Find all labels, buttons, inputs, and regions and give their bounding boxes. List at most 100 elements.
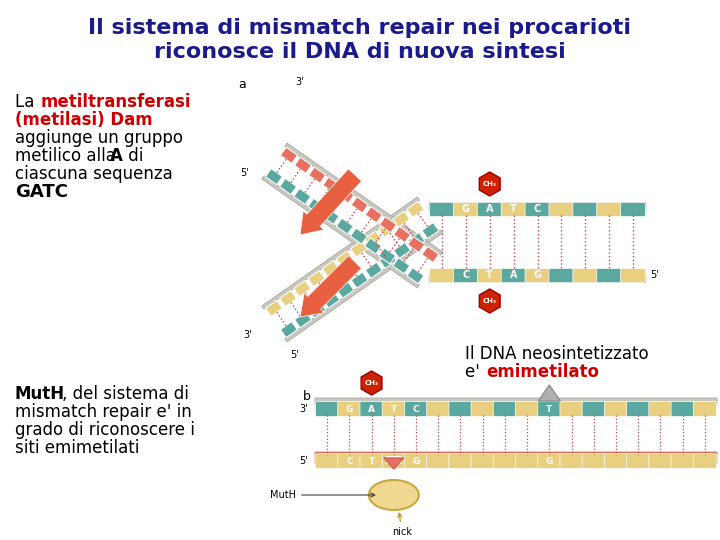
FancyBboxPatch shape [549,268,574,282]
FancyBboxPatch shape [560,454,583,469]
Text: G: G [546,456,553,465]
Text: GATC: GATC [15,183,68,201]
Text: A: A [510,271,518,280]
Polygon shape [364,238,382,254]
Polygon shape [279,179,297,194]
Text: nick: nick [392,514,412,537]
FancyBboxPatch shape [360,454,383,469]
Text: b: b [303,390,311,403]
FancyBboxPatch shape [573,268,598,282]
Text: T: T [510,205,517,214]
Polygon shape [407,201,424,218]
Text: Il sistema di mismatch repair nei procarioti: Il sistema di mismatch repair nei procar… [89,18,631,38]
Text: CH₃: CH₃ [482,181,497,187]
Polygon shape [364,231,382,247]
Text: CH₃: CH₃ [482,298,497,304]
FancyArrow shape [300,169,361,235]
Text: A: A [368,404,375,414]
Polygon shape [294,188,311,205]
FancyBboxPatch shape [671,454,694,469]
Polygon shape [266,168,282,185]
FancyBboxPatch shape [649,454,672,469]
Polygon shape [262,197,420,309]
Text: A: A [110,147,123,165]
Polygon shape [351,197,368,213]
FancyBboxPatch shape [315,454,338,469]
Text: G: G [413,456,420,465]
Text: , del sistema di: , del sistema di [62,385,189,403]
FancyBboxPatch shape [427,402,450,416]
Polygon shape [279,291,297,307]
FancyBboxPatch shape [516,454,539,469]
FancyBboxPatch shape [493,454,516,469]
FancyBboxPatch shape [405,402,428,416]
FancyBboxPatch shape [693,402,716,416]
Text: T: T [546,404,552,414]
Polygon shape [323,292,340,308]
FancyBboxPatch shape [382,454,405,469]
FancyBboxPatch shape [315,452,717,464]
Text: La: La [15,93,40,111]
Polygon shape [394,226,410,242]
Text: 3': 3' [243,330,252,340]
FancyBboxPatch shape [626,402,650,416]
Polygon shape [422,246,439,262]
Polygon shape [308,271,325,287]
FancyArrow shape [300,255,361,317]
Text: A: A [486,205,493,214]
Text: 5': 5' [300,456,308,466]
Ellipse shape [369,480,419,510]
FancyBboxPatch shape [649,402,672,416]
Text: (metilasi) Dam: (metilasi) Dam [15,111,153,129]
Text: MutH: MutH [270,490,374,500]
FancyBboxPatch shape [525,268,550,282]
FancyBboxPatch shape [315,402,338,416]
Text: a: a [238,78,246,91]
Text: 5': 5' [240,168,249,178]
Text: CH₃: CH₃ [364,380,379,386]
Text: siti emimetilati: siti emimetilati [15,439,140,457]
FancyBboxPatch shape [493,402,516,416]
Polygon shape [266,300,282,316]
Text: MutH: MutH [15,385,65,403]
FancyBboxPatch shape [430,268,454,282]
FancyBboxPatch shape [560,402,583,416]
Polygon shape [351,272,368,288]
Polygon shape [322,261,339,277]
Polygon shape [407,268,424,284]
Polygon shape [308,198,325,214]
Text: e': e' [465,363,485,381]
Text: aggiunge un gruppo: aggiunge un gruppo [15,129,183,147]
Text: T: T [369,456,374,465]
FancyBboxPatch shape [693,454,716,469]
Polygon shape [365,262,382,278]
Polygon shape [408,232,425,248]
FancyBboxPatch shape [454,268,478,282]
Polygon shape [322,208,339,224]
FancyBboxPatch shape [549,202,574,217]
FancyBboxPatch shape [671,402,694,416]
FancyBboxPatch shape [429,202,646,211]
FancyBboxPatch shape [538,402,561,416]
FancyBboxPatch shape [604,454,628,469]
Polygon shape [336,218,354,234]
Polygon shape [422,222,439,239]
FancyArrow shape [386,456,402,464]
Polygon shape [337,187,354,203]
FancyBboxPatch shape [405,454,428,469]
Polygon shape [379,217,397,233]
Text: mismatch repair e' in: mismatch repair e' in [15,403,192,421]
FancyBboxPatch shape [626,454,650,469]
FancyBboxPatch shape [429,274,646,282]
FancyBboxPatch shape [471,454,494,469]
Polygon shape [337,282,354,298]
Polygon shape [284,230,443,342]
FancyBboxPatch shape [338,402,361,416]
Polygon shape [539,385,560,401]
Polygon shape [394,242,410,259]
Polygon shape [384,458,404,469]
Text: 3': 3' [300,404,308,414]
Polygon shape [280,147,297,164]
Polygon shape [309,302,325,318]
Polygon shape [294,157,312,173]
